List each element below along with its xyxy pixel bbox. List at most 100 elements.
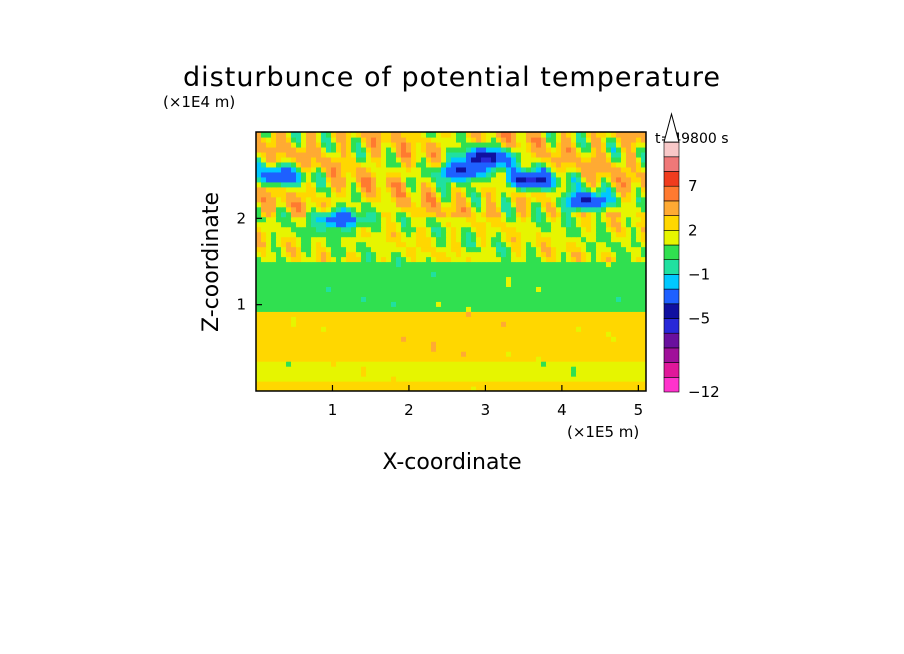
heatmap-cell	[291, 146, 297, 153]
heatmap-cell	[366, 136, 372, 143]
heatmap-cell	[461, 216, 467, 223]
heatmap-cell	[261, 216, 267, 223]
heatmap-cell	[351, 336, 357, 342]
heatmap-cell	[481, 331, 487, 337]
heatmap-cell	[586, 201, 592, 208]
heatmap-cell	[471, 311, 477, 317]
heatmap-cell	[556, 201, 562, 208]
heatmap-cell	[506, 236, 512, 243]
heatmap-cell	[396, 346, 402, 352]
heatmap-cell	[331, 171, 337, 178]
heatmap-cell	[591, 181, 597, 188]
heatmap-cell	[531, 171, 537, 178]
heatmap-cell	[361, 186, 367, 193]
heatmap-cell	[396, 341, 402, 347]
heatmap-cell	[636, 151, 642, 158]
heatmap-cell	[386, 301, 392, 307]
heatmap-cell	[541, 321, 547, 327]
heatmap-cell	[576, 326, 582, 332]
heatmap-cell	[321, 201, 327, 208]
heatmap-cell	[256, 246, 262, 253]
heatmap-cell	[311, 316, 317, 322]
heatmap-cell	[561, 326, 567, 332]
heatmap-cell	[326, 266, 332, 273]
heatmap-cell	[331, 136, 337, 143]
heatmap-cell	[641, 186, 646, 193]
heatmap-cell	[461, 146, 467, 153]
heatmap-cell	[391, 276, 397, 283]
heatmap-cell	[296, 136, 302, 143]
heatmap-cell	[416, 201, 422, 208]
heatmap-cell	[621, 296, 627, 302]
heatmap-cell	[291, 361, 297, 367]
heatmap-cell	[341, 316, 347, 322]
heatmap-cell	[601, 201, 607, 208]
heatmap-cell	[601, 326, 607, 332]
heatmap-cell	[596, 331, 602, 337]
heatmap-cell	[526, 296, 532, 302]
heatmap-cell	[556, 296, 562, 302]
heatmap-cell	[326, 286, 332, 292]
heatmap-cell	[566, 331, 572, 337]
heatmap-cell	[621, 216, 627, 223]
heatmap-cell	[636, 196, 642, 203]
heatmap-cell	[291, 381, 297, 387]
heatmap-cell	[396, 286, 402, 292]
heatmap-cell	[491, 251, 497, 258]
heatmap-cell	[341, 311, 347, 317]
heatmap-cell	[601, 132, 607, 138]
heatmap-cell	[336, 141, 342, 148]
heatmap-cell	[496, 311, 502, 317]
heatmap-cell	[381, 221, 387, 228]
heatmap-cell	[361, 246, 367, 253]
heatmap-cell	[586, 351, 592, 357]
heatmap-cell	[606, 316, 612, 322]
heatmap-cell	[256, 271, 262, 278]
heatmap-cell	[431, 151, 437, 158]
heatmap-cell	[436, 171, 442, 178]
heatmap-cell	[266, 376, 272, 382]
heatmap-cell	[286, 286, 292, 292]
heatmap-cell	[586, 321, 592, 327]
heatmap-cell	[276, 251, 282, 258]
heatmap-cell	[386, 251, 392, 258]
heatmap-cell	[356, 376, 362, 382]
heatmap-cell	[361, 171, 367, 178]
heatmap-cell	[401, 156, 407, 163]
heatmap-cell	[586, 306, 592, 312]
heatmap-cell	[546, 346, 552, 352]
heatmap-cell	[471, 166, 477, 173]
heatmap-cell	[511, 176, 517, 183]
colorbar-extend-arrow	[663, 112, 680, 143]
heatmap-cell	[386, 291, 392, 297]
heatmap-cell	[276, 326, 282, 332]
heatmap-cell	[426, 156, 432, 163]
heatmap-cell	[401, 191, 407, 198]
heatmap-cell	[376, 331, 382, 337]
heatmap-cell	[296, 371, 302, 377]
heatmap-cell	[446, 291, 452, 297]
heatmap-cell	[336, 376, 342, 382]
heatmap-cell	[436, 156, 442, 163]
heatmap-cell	[456, 206, 462, 213]
heatmap-cell	[381, 316, 387, 322]
heatmap-cell	[391, 221, 397, 228]
heatmap-cell	[281, 186, 287, 193]
heatmap-cell	[406, 331, 412, 337]
heatmap-cell	[366, 176, 372, 183]
heatmap-cell	[326, 306, 332, 312]
heatmap-cell	[281, 271, 287, 278]
heatmap-cell	[641, 381, 646, 387]
heatmap-cell	[271, 161, 277, 168]
heatmap-cell	[386, 166, 392, 173]
heatmap-cell	[511, 196, 517, 203]
heatmap-cell	[546, 351, 552, 357]
heatmap-cell	[326, 291, 332, 297]
heatmap-cell	[561, 306, 567, 312]
heatmap-cell	[546, 171, 552, 178]
heatmap-cell	[406, 201, 412, 208]
heatmap-cell	[591, 321, 597, 327]
heatmap-cell	[446, 231, 452, 238]
heatmap-cell	[586, 296, 592, 302]
heatmap-cell	[286, 186, 292, 193]
